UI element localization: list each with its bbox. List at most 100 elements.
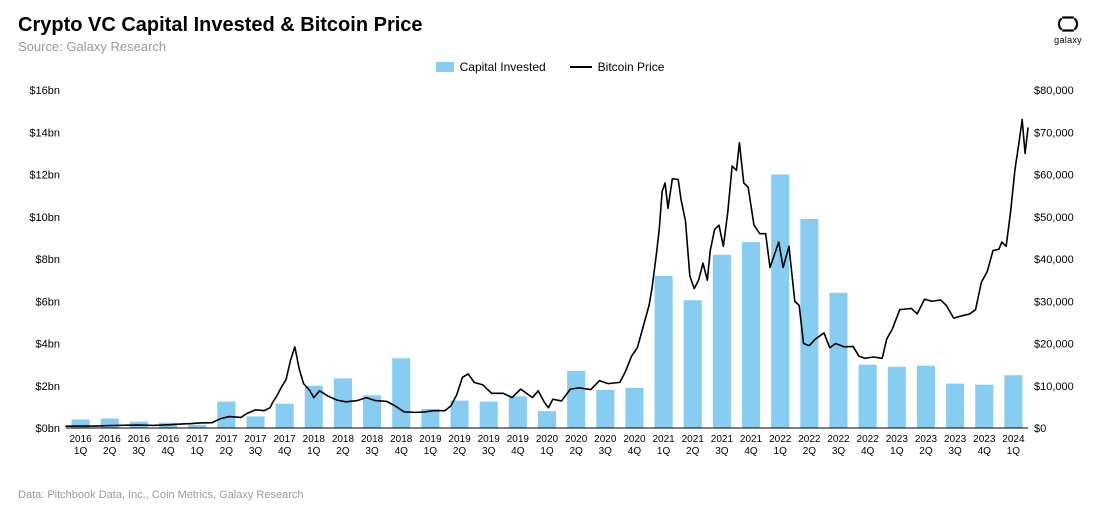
- chart-title: Crypto VC Capital Invested & Bitcoin Pri…: [18, 14, 423, 37]
- legend-bar-label: Capital Invested: [460, 60, 546, 74]
- svg-text:$80,000: $80,000: [1034, 85, 1074, 97]
- svg-text:2021: 2021: [652, 434, 675, 445]
- capital-bar: [538, 411, 556, 428]
- svg-text:2022: 2022: [769, 434, 792, 445]
- svg-text:2018: 2018: [332, 434, 355, 445]
- svg-text:$0: $0: [1034, 423, 1046, 435]
- svg-text:2Q: 2Q: [569, 446, 583, 457]
- capital-bar: [713, 255, 731, 428]
- capital-bar: [742, 242, 760, 428]
- svg-text:4Q: 4Q: [628, 446, 642, 457]
- galaxy-logo-text: galaxy: [1054, 35, 1082, 45]
- svg-text:1Q: 1Q: [540, 446, 554, 457]
- capital-bar: [917, 366, 935, 428]
- capital-bar: [509, 396, 527, 428]
- svg-text:2018: 2018: [390, 434, 413, 445]
- svg-text:3Q: 3Q: [948, 446, 962, 457]
- capital-bar: [451, 401, 469, 428]
- svg-text:3Q: 3Q: [249, 446, 263, 457]
- svg-text:2019: 2019: [419, 434, 442, 445]
- svg-text:1Q: 1Q: [191, 446, 205, 457]
- svg-text:$6bn: $6bn: [36, 296, 60, 308]
- svg-text:4Q: 4Q: [161, 446, 175, 457]
- svg-text:2020: 2020: [594, 434, 617, 445]
- svg-text:2019: 2019: [478, 434, 501, 445]
- chart-area: $0bn$2bn$4bn$6bn$8bn$10bn$12bn$14bn$16bn…: [18, 80, 1082, 485]
- chart-svg: $0bn$2bn$4bn$6bn$8bn$10bn$12bn$14bn$16bn…: [18, 80, 1082, 480]
- legend-swatch-bar: [436, 62, 454, 72]
- svg-text:2Q: 2Q: [803, 446, 817, 457]
- capital-bar: [217, 402, 235, 428]
- header: Crypto VC Capital Invested & Bitcoin Pri…: [18, 14, 1082, 54]
- chart-page: Crypto VC Capital Invested & Bitcoin Pri…: [0, 0, 1100, 528]
- svg-text:2021: 2021: [682, 434, 705, 445]
- svg-text:$2bn: $2bn: [36, 381, 60, 393]
- svg-text:2023: 2023: [944, 434, 967, 445]
- svg-text:1Q: 1Q: [1007, 446, 1021, 457]
- capital-bar: [975, 385, 993, 428]
- svg-text:$14bn: $14bn: [29, 127, 60, 139]
- capital-bar: [276, 404, 294, 428]
- svg-text:2017: 2017: [215, 434, 238, 445]
- svg-text:1Q: 1Q: [774, 446, 788, 457]
- svg-text:2016: 2016: [99, 434, 122, 445]
- svg-text:4Q: 4Q: [861, 446, 875, 457]
- svg-text:2Q: 2Q: [686, 446, 700, 457]
- svg-text:1Q: 1Q: [307, 446, 321, 457]
- chart-subtitle: Source: Galaxy Research: [18, 39, 423, 54]
- svg-text:2Q: 2Q: [220, 446, 234, 457]
- svg-text:2021: 2021: [740, 434, 763, 445]
- svg-text:2020: 2020: [623, 434, 646, 445]
- svg-text:2017: 2017: [244, 434, 267, 445]
- svg-text:4Q: 4Q: [511, 446, 525, 457]
- title-block: Crypto VC Capital Invested & Bitcoin Pri…: [18, 14, 423, 54]
- capital-bar: [859, 365, 877, 428]
- svg-text:$4bn: $4bn: [36, 339, 60, 351]
- capital-bar: [480, 402, 498, 428]
- svg-text:2024: 2024: [1002, 434, 1025, 445]
- svg-text:4Q: 4Q: [278, 446, 292, 457]
- legend-item-bars: Capital Invested: [436, 60, 546, 74]
- svg-text:$30,000: $30,000: [1034, 296, 1074, 308]
- galaxy-logo: galaxy: [1054, 14, 1082, 45]
- svg-text:3Q: 3Q: [715, 446, 729, 457]
- svg-text:2023: 2023: [973, 434, 996, 445]
- svg-text:2018: 2018: [361, 434, 384, 445]
- svg-text:2023: 2023: [915, 434, 938, 445]
- capital-bar: [625, 388, 643, 428]
- svg-text:2017: 2017: [274, 434, 297, 445]
- svg-text:$60,000: $60,000: [1034, 170, 1074, 182]
- svg-text:2020: 2020: [565, 434, 588, 445]
- svg-text:4Q: 4Q: [395, 446, 409, 457]
- capital-bar: [771, 175, 789, 429]
- capital-bar: [888, 367, 906, 428]
- svg-text:$40,000: $40,000: [1034, 254, 1074, 266]
- svg-text:2022: 2022: [827, 434, 850, 445]
- capital-bar: [829, 293, 847, 428]
- svg-text:$8bn: $8bn: [36, 254, 60, 266]
- svg-text:2019: 2019: [507, 434, 530, 445]
- svg-text:3Q: 3Q: [599, 446, 613, 457]
- svg-text:1Q: 1Q: [74, 446, 88, 457]
- capital-bar: [655, 276, 673, 428]
- svg-text:2019: 2019: [448, 434, 471, 445]
- svg-text:1Q: 1Q: [890, 446, 904, 457]
- footer-credit: Data: Pitchbook Data, Inc., Coin Metrics…: [18, 489, 1082, 501]
- svg-text:$70,000: $70,000: [1034, 127, 1074, 139]
- svg-text:1Q: 1Q: [657, 446, 671, 457]
- svg-text:2Q: 2Q: [103, 446, 117, 457]
- svg-text:3Q: 3Q: [832, 446, 846, 457]
- svg-text:2Q: 2Q: [453, 446, 467, 457]
- capital-bar: [246, 416, 264, 428]
- capital-bar: [800, 219, 818, 428]
- svg-text:1Q: 1Q: [424, 446, 438, 457]
- svg-text:4Q: 4Q: [744, 446, 758, 457]
- legend-line-label: Bitcoin Price: [598, 60, 665, 74]
- svg-text:$50,000: $50,000: [1034, 212, 1074, 224]
- legend-item-line: Bitcoin Price: [570, 60, 665, 74]
- capital-bar: [1004, 375, 1022, 428]
- legend: Capital Invested Bitcoin Price: [18, 60, 1082, 74]
- svg-text:3Q: 3Q: [482, 446, 496, 457]
- svg-text:2Q: 2Q: [919, 446, 933, 457]
- svg-text:2016: 2016: [157, 434, 180, 445]
